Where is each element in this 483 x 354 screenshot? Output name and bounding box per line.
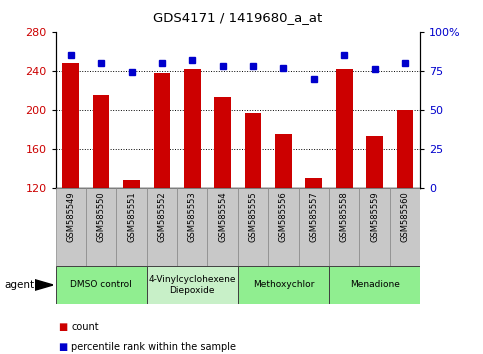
Bar [154, 73, 170, 188]
Text: GSM585558: GSM585558 [340, 192, 349, 242]
Bar [184, 69, 200, 188]
Bar [123, 180, 140, 188]
Text: GSM585553: GSM585553 [188, 192, 197, 242]
Text: GSM585551: GSM585551 [127, 192, 136, 242]
Text: GSM585552: GSM585552 [157, 192, 167, 242]
Text: count: count [71, 322, 99, 332]
Text: Methoxychlor: Methoxychlor [253, 280, 314, 290]
Text: GSM585557: GSM585557 [309, 192, 318, 242]
Text: GSM585550: GSM585550 [97, 192, 106, 242]
Bar [208, 188, 238, 266]
Text: 4-Vinylcyclohexene
Diepoxide: 4-Vinylcyclohexene Diepoxide [149, 275, 236, 295]
Bar [245, 113, 261, 188]
Bar [147, 188, 177, 266]
Bar [56, 266, 147, 304]
Text: GSM585555: GSM585555 [249, 192, 257, 242]
Bar [86, 188, 116, 266]
Bar [93, 95, 110, 188]
Text: ■: ■ [58, 342, 67, 352]
Bar [359, 188, 390, 266]
Bar [298, 188, 329, 266]
Bar [390, 188, 420, 266]
Text: GSM585549: GSM585549 [66, 192, 75, 242]
Text: DMSO control: DMSO control [70, 280, 132, 290]
Text: GSM585559: GSM585559 [370, 192, 379, 242]
Bar [238, 266, 329, 304]
Text: GDS4171 / 1419680_a_at: GDS4171 / 1419680_a_at [153, 11, 323, 24]
Text: Menadione: Menadione [350, 280, 399, 290]
Bar [305, 178, 322, 188]
Bar [177, 188, 208, 266]
Bar [62, 63, 79, 188]
Bar [268, 188, 298, 266]
Bar [147, 266, 238, 304]
Bar [366, 136, 383, 188]
Bar [56, 188, 86, 266]
Bar [116, 188, 147, 266]
Bar [397, 110, 413, 188]
Bar [214, 97, 231, 188]
Text: GSM585560: GSM585560 [400, 192, 410, 242]
Bar [275, 134, 292, 188]
Bar [336, 69, 353, 188]
Text: GSM585556: GSM585556 [279, 192, 288, 242]
Bar [329, 266, 420, 304]
Text: GSM585554: GSM585554 [218, 192, 227, 242]
Bar [329, 188, 359, 266]
Bar [238, 188, 268, 266]
Polygon shape [35, 280, 53, 290]
Text: agent: agent [5, 280, 35, 290]
Text: ■: ■ [58, 322, 67, 332]
Text: percentile rank within the sample: percentile rank within the sample [71, 342, 236, 352]
